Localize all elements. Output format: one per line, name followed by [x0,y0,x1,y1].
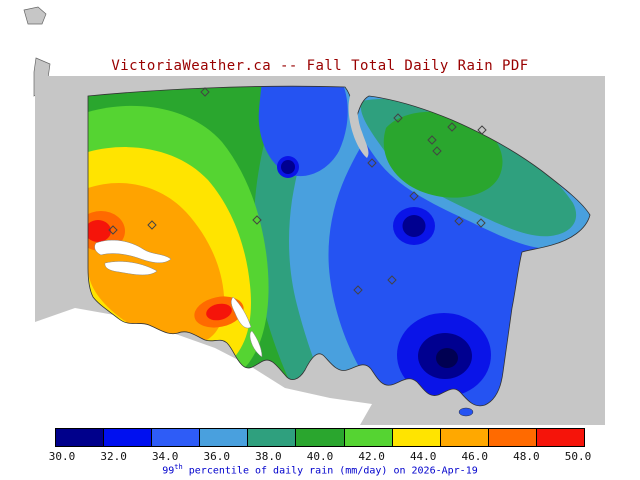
colorbar-segment [152,429,201,446]
station-marker-diamond [200,87,210,97]
station-markers [108,87,487,295]
coastline-fragment-island [23,6,47,25]
station-marker-diamond [432,146,442,156]
colorbar-tick-label: 40.0 [306,450,334,463]
station-marker-diamond [252,215,262,225]
station-marker-diamond [447,122,457,132]
harbour-water [231,296,252,329]
station-marker-diamond [353,285,363,295]
colorbar-segment [392,429,441,446]
colorbar-tick-label: 50.0 [564,450,592,463]
contour-min-north-spot [281,160,295,174]
colorbar-segment [536,429,585,446]
contour-max-south-spot [206,303,232,321]
contour-min-center-spot [402,215,426,237]
colorbar-segment [248,429,297,446]
station-marker-diamond [476,218,486,228]
colorbar-segment [104,429,153,446]
station-marker-diamond [387,275,397,285]
colorbar-tick-label: 46.0 [461,450,489,463]
caption: 99th percentile of daily rain (mm/day) o… [0,463,640,476]
offshore-islet [458,407,474,417]
colorbar-tick-label: 42.0 [358,450,385,463]
colorbar-segment [200,429,249,446]
contour-band-34-36-north-bulge [258,86,348,177]
chart-title: VictoriaWeather.ca -- Fall Total Daily R… [111,58,529,74]
caption-superscript: th [174,463,183,471]
domain-coastline [87,85,591,407]
colorbar-segment [344,429,393,446]
contour-max-west-spot [88,220,111,242]
station-marker-diamond [147,220,157,230]
colorbar-segment [440,429,489,446]
colorbar [55,428,585,447]
contour-band-40-42-northeast [383,111,503,198]
colorbar-tick-label: 36.0 [203,450,231,463]
colorbar-tick-label: 32.0 [100,450,127,463]
station-marker-diamond [454,216,464,226]
station-marker-diamond [393,113,403,123]
station-marker-diamond [108,225,118,235]
station-marker-diamond [427,135,437,145]
strait-water [35,308,372,425]
contour-fill-group [88,86,590,406]
inlet-channel [348,88,369,158]
west-basin-water-arm [104,261,158,276]
colorbar-segment [56,429,105,446]
colorbar-tick-label: 30.0 [48,450,76,463]
colorbar-segment [488,429,537,446]
caption-number: 99 [162,465,175,477]
station-marker-diamond [409,191,419,201]
station-marker-diamond [367,158,377,168]
colorbar-tick-label: 44.0 [409,450,437,463]
colorbar-ticks: 30.0 32.0 34.0 36.0 38.0 40.0 42.0 44.0 46.0 48.0… [0,450,640,463]
west-basin-water [94,239,172,264]
harbour-water-south [249,330,263,358]
colorbar-tick-label: 48.0 [513,450,540,463]
contour-min-southeast-core [436,348,458,368]
colorbar-segment [296,429,345,446]
colorbar-tick-label: 38.0 [255,450,282,463]
colorbar-tick-label: 34.0 [151,450,179,463]
caption-text: percentile of daily rain (mm/day) on 202… [182,465,478,477]
station-marker-diamond [477,125,487,135]
